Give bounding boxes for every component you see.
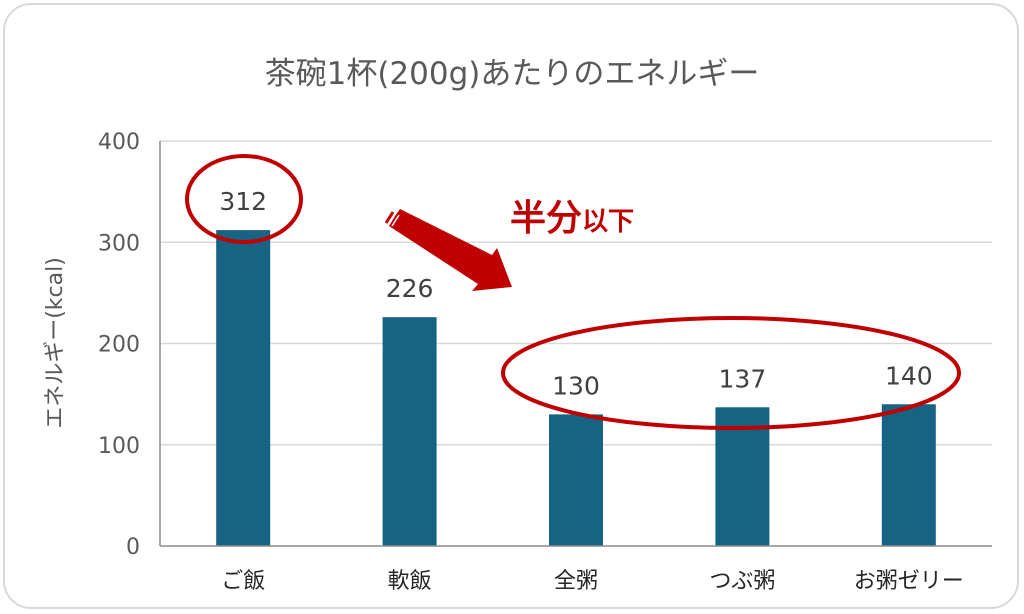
chart-frame: [3, 3, 1019, 609]
arrow-icon: [384, 209, 512, 291]
callout-big: 半分: [510, 198, 582, 239]
highlight-ellipse: [501, 316, 961, 430]
data-label: 312: [219, 187, 267, 216]
data-label: 140: [885, 361, 933, 390]
bar: [382, 317, 437, 546]
y-tick-label: 300: [98, 231, 140, 256]
bar: [715, 407, 770, 546]
category-label: お粥ゼリー: [854, 569, 964, 594]
data-label: 226: [386, 274, 434, 303]
data-labels: 312 226 130 137 140: [219, 187, 932, 400]
category-label: ご飯: [221, 569, 265, 594]
callout-small: 以下: [582, 207, 634, 237]
bar: [216, 230, 271, 546]
callout-text: 半分以下: [510, 198, 634, 239]
y-tick-label: 0: [126, 535, 140, 560]
category-label: 軟飯: [388, 569, 432, 594]
y-tick-label: 200: [98, 333, 140, 358]
category-label: 全粥: [554, 569, 598, 594]
chart-title: 茶碗1杯(200g)あたりのエネルギー: [265, 56, 760, 92]
bar: [881, 404, 936, 546]
category-labels: ご飯 軟飯 全粥 つぶ粥 お粥ゼリー: [221, 569, 964, 594]
data-label: 130: [552, 371, 600, 400]
y-tick-label: 100: [98, 434, 140, 459]
y-tick-label: 400: [98, 130, 140, 155]
category-label: つぶ粥: [709, 569, 775, 594]
bars: [216, 230, 936, 546]
highlight-circle: [185, 154, 303, 244]
y-tick-labels: 0 100 200 300 400: [98, 130, 140, 560]
y-axis-label: エネルギー(kcal): [43, 257, 68, 429]
data-label: 137: [719, 364, 767, 393]
bar: [549, 414, 603, 546]
